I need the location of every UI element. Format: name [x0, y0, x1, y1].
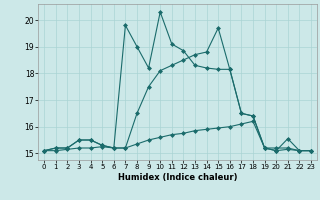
X-axis label: Humidex (Indice chaleur): Humidex (Indice chaleur) — [118, 173, 237, 182]
